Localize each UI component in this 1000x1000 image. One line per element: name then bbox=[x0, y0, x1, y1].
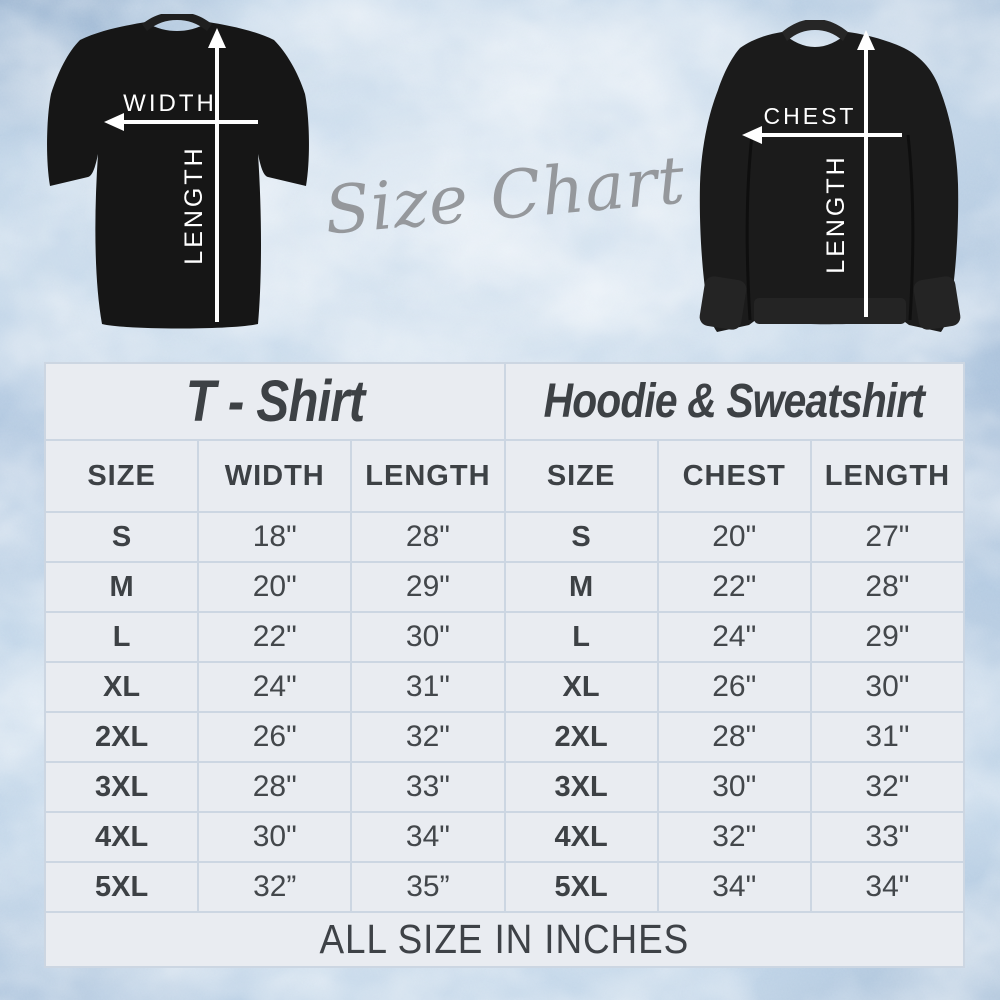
script-heading: Size Chart bbox=[321, 140, 689, 250]
size-cell: 3XL bbox=[46, 763, 198, 811]
column-header-chest: CHEST bbox=[658, 441, 810, 511]
value-cell: 33" bbox=[352, 763, 504, 811]
sweatshirt-cuff-right bbox=[913, 276, 961, 330]
tshirt-width-label: WIDTH bbox=[123, 90, 217, 117]
size-cell: S bbox=[505, 513, 657, 561]
value-cell: 32" bbox=[658, 813, 810, 861]
tshirt-section-title-text: T - Shirt bbox=[185, 369, 365, 434]
tshirt-section-title: T - Shirt bbox=[46, 364, 504, 439]
column-header-size: SIZE bbox=[505, 441, 657, 511]
size-cell: 4XL bbox=[46, 813, 198, 861]
value-cell: 30" bbox=[199, 813, 351, 861]
value-cell: 35” bbox=[352, 863, 504, 911]
value-cell: 22" bbox=[658, 563, 810, 611]
size-cell: XL bbox=[46, 663, 198, 711]
value-cell: 28" bbox=[352, 513, 504, 561]
value-cell: 28" bbox=[199, 763, 351, 811]
sweatshirt-chest-label: CHEST bbox=[764, 103, 857, 129]
value-cell: 20" bbox=[658, 513, 810, 561]
tshirt-silhouette bbox=[47, 22, 309, 329]
size-cell: 5XL bbox=[46, 863, 198, 911]
sweatshirt-diagram: CHEST LENGTH bbox=[699, 20, 961, 332]
size-cell: L bbox=[46, 613, 198, 661]
value-cell: 30" bbox=[658, 763, 810, 811]
value-cell: 24" bbox=[199, 663, 351, 711]
size-cell: S bbox=[46, 513, 198, 561]
value-cell: 34" bbox=[811, 863, 963, 911]
sweatshirt-hem-band bbox=[754, 298, 906, 324]
value-cell: 31" bbox=[352, 663, 504, 711]
size-cell: 5XL bbox=[505, 863, 657, 911]
value-cell: 28" bbox=[811, 563, 963, 611]
value-cell: 20" bbox=[199, 563, 351, 611]
value-cell: 22" bbox=[199, 613, 351, 661]
sweatshirt-collar bbox=[782, 20, 848, 41]
value-cell: 27" bbox=[811, 513, 963, 561]
table-footer-note: ALL SIZE IN INCHES bbox=[46, 913, 963, 966]
size-cell: L bbox=[505, 613, 657, 661]
tshirt-diagram: WIDTH LENGTH bbox=[47, 14, 309, 329]
value-cell: 18" bbox=[199, 513, 351, 561]
size-cell: 4XL bbox=[505, 813, 657, 861]
tshirt-length-label: LENGTH bbox=[180, 145, 208, 264]
sweatshirt-length-label: LENGTH bbox=[822, 154, 850, 273]
table-footer-note-text: ALL SIZE IN INCHES bbox=[319, 916, 690, 962]
value-cell: 29" bbox=[352, 563, 504, 611]
column-header-length: LENGTH bbox=[811, 441, 963, 511]
value-cell: 30" bbox=[352, 613, 504, 661]
value-cell: 31" bbox=[811, 713, 963, 761]
value-cell: 30" bbox=[811, 663, 963, 711]
value-cell: 26" bbox=[199, 713, 351, 761]
size-cell: M bbox=[505, 563, 657, 611]
hoodie-section-title-text: Hoodie & Sweatshirt bbox=[543, 375, 925, 428]
size-cell: 2XL bbox=[46, 713, 198, 761]
size-cell: 3XL bbox=[505, 763, 657, 811]
sweatshirt-cuff-left bbox=[699, 276, 747, 330]
column-header-width: WIDTH bbox=[199, 441, 351, 511]
value-cell: 32" bbox=[811, 763, 963, 811]
column-header-length: LENGTH bbox=[352, 441, 504, 511]
column-header-size: SIZE bbox=[46, 441, 198, 511]
value-cell: 26" bbox=[658, 663, 810, 711]
value-cell: 32" bbox=[352, 713, 504, 761]
size-cell: M bbox=[46, 563, 198, 611]
size-cell: XL bbox=[505, 663, 657, 711]
value-cell: 34" bbox=[658, 863, 810, 911]
value-cell: 29" bbox=[811, 613, 963, 661]
value-cell: 33" bbox=[811, 813, 963, 861]
size-chart-table: T - Shirt Hoodie & Sweatshirt SIZE WIDTH… bbox=[44, 362, 965, 968]
value-cell: 34" bbox=[352, 813, 504, 861]
hoodie-section-title: Hoodie & Sweatshirt bbox=[505, 364, 963, 439]
value-cell: 28" bbox=[658, 713, 810, 761]
size-cell: 2XL bbox=[505, 713, 657, 761]
value-cell: 24" bbox=[658, 613, 810, 661]
value-cell: 32” bbox=[199, 863, 351, 911]
